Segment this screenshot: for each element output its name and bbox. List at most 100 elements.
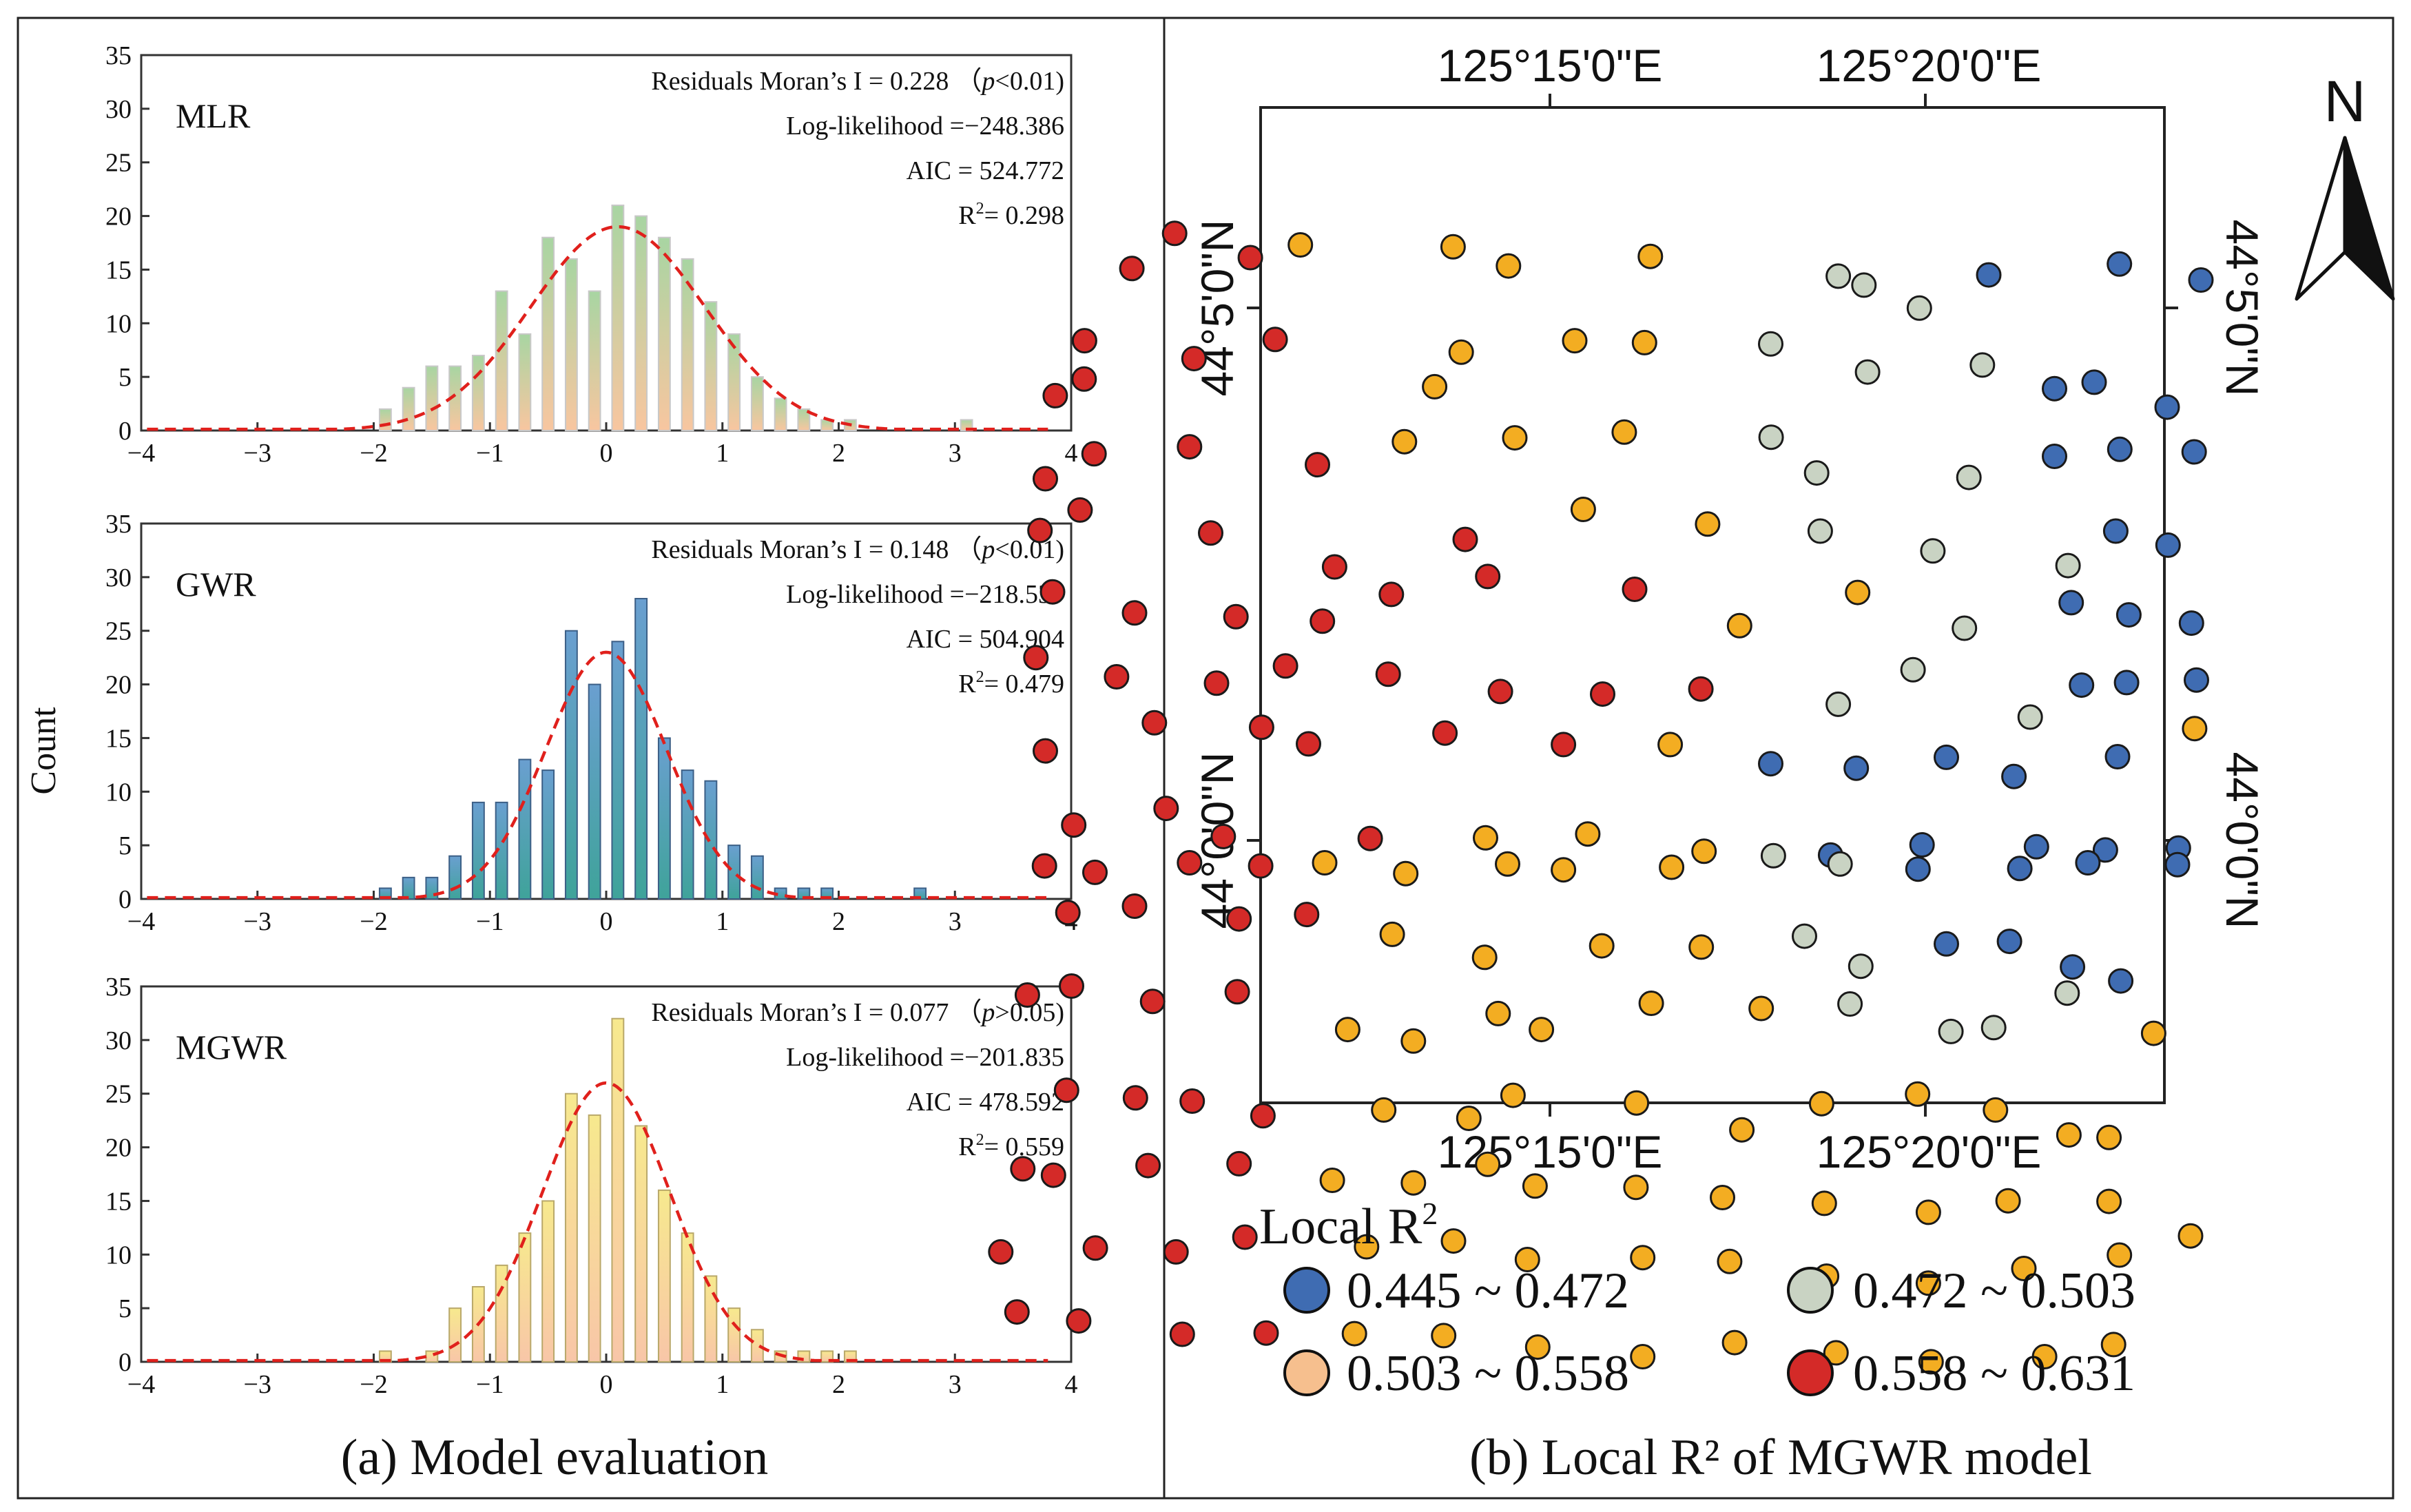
- legend-label-orange: 0.503 ~ 0.558: [1347, 1345, 1629, 1402]
- map-point: [2181, 439, 2207, 465]
- map-points: [988, 220, 2214, 1375]
- mgwr-r2-symbol: R: [958, 1132, 976, 1161]
- map-point: [1287, 232, 1314, 258]
- mlr-bar: [495, 290, 508, 432]
- map-point: [2107, 1242, 2133, 1268]
- map-point: [1203, 670, 1230, 696]
- map-point: [1688, 676, 1714, 702]
- mgwr-bar: [611, 1017, 625, 1363]
- map-point: [1575, 821, 1601, 847]
- map-point: [1485, 1000, 1511, 1026]
- mlr-bar: [425, 365, 439, 431]
- mlr-bar: [657, 236, 671, 431]
- legend-swatch-red: [1787, 1349, 1834, 1396]
- mlr-bar: [518, 333, 532, 431]
- map-point: [1624, 1090, 1650, 1116]
- map-point: [2182, 716, 2208, 742]
- gwr-x-tick-label: −3: [244, 907, 271, 936]
- map-point: [2058, 590, 2084, 616]
- north-arrow-right-half: [2343, 136, 2395, 301]
- mlr-bar: [402, 386, 415, 432]
- map-point: [1452, 526, 1478, 552]
- map-point: [1226, 1150, 1252, 1177]
- map-point: [1223, 603, 1249, 630]
- map-point: [1139, 988, 1166, 1015]
- map-point: [988, 1239, 1014, 1265]
- map-point: [2102, 518, 2129, 544]
- map-point: [1393, 860, 1419, 887]
- map-point: [1226, 906, 1252, 932]
- map-point: [1179, 1088, 1206, 1114]
- map-legend: Local R2 0.445 ~ 0.472 0.472 ~ 0.503 0.5…: [1259, 1196, 2135, 1402]
- map-point: [1033, 738, 1058, 764]
- gwr-r2-value: = 0.479: [984, 670, 1064, 698]
- map-point: [1570, 497, 1596, 522]
- gwr-y-tick-label: 25: [105, 617, 132, 646]
- map-point: [1027, 517, 1053, 543]
- gwr-moran-paren: （: [955, 535, 982, 564]
- gwr-y-tick-label: 5: [118, 831, 132, 860]
- gwr-x-tick-label: 1: [716, 907, 729, 936]
- mlr-bar: [774, 397, 787, 431]
- mgwr-bar: [657, 1189, 671, 1363]
- mlr-y-tick-label: 10: [105, 309, 132, 338]
- gwr-bar: [750, 855, 764, 900]
- map-point: [1952, 615, 1978, 641]
- map-point: [1400, 1028, 1427, 1054]
- mlr-x-tick-label: 2: [832, 439, 845, 468]
- map-point: [1659, 854, 1685, 880]
- map-point: [2096, 1188, 2122, 1214]
- map-point: [1760, 842, 1786, 869]
- mlr-bar: [541, 236, 555, 431]
- mlr-bar: [797, 408, 811, 431]
- map-point: [1378, 581, 1405, 608]
- map-point: [1502, 425, 1528, 451]
- mlr-r2-superscript: 2: [976, 200, 984, 218]
- map-point: [1456, 1106, 1482, 1131]
- map-point: [1250, 1103, 1276, 1129]
- y-axis-label: Count: [24, 707, 63, 795]
- map-point: [2054, 980, 2080, 1006]
- gwr-x-tick-label: 2: [832, 907, 845, 936]
- map-point: [1710, 1185, 1735, 1210]
- map-point: [1161, 220, 1188, 247]
- gwr-bar: [564, 630, 578, 900]
- map-point: [1976, 262, 2002, 288]
- map-point: [1341, 1321, 1367, 1347]
- map-point: [1729, 1117, 1755, 1143]
- map-point: [1748, 995, 1774, 1022]
- mgwr-bar: [448, 1307, 462, 1363]
- map-point: [1688, 934, 1715, 960]
- map-point: [2075, 850, 2101, 876]
- map-point: [1803, 460, 1830, 486]
- mlr-x-tick-label: −4: [127, 439, 155, 468]
- mgwr-x-tick-label: −1: [476, 1370, 504, 1399]
- map-point: [1354, 1234, 1380, 1260]
- gwr-moran-p: p: [980, 535, 995, 564]
- map-point: [1379, 921, 1405, 947]
- gwr-fit-curve: [147, 650, 1048, 900]
- map-point: [1623, 1174, 1649, 1201]
- gwr-r2-superscript: 2: [976, 668, 984, 686]
- gwr-bar: [727, 845, 741, 900]
- mgwr-x-tick-label: 1: [716, 1370, 729, 1399]
- map-point: [1631, 329, 1657, 355]
- map-point: [1808, 1090, 1834, 1117]
- mlr-moran-text: Residuals Moran’s I = 0.228: [651, 67, 949, 96]
- gwr-loglik-stat: Log-likelihood =−218.539: [786, 580, 1064, 609]
- map-point: [1122, 1085, 1148, 1111]
- legend-swatch-gray: [1787, 1267, 1834, 1314]
- map-point: [1758, 331, 1783, 357]
- map-point: [1956, 464, 1982, 490]
- map-point: [1039, 579, 1066, 605]
- map-point: [1717, 1248, 1743, 1274]
- map-point: [1042, 382, 1068, 408]
- mgwr-model-label: MGWR: [176, 1028, 287, 1066]
- map-point: [1590, 681, 1615, 707]
- legend-label-gray: 0.472 ~ 0.503: [1853, 1263, 2135, 1319]
- legend-swatch-blue: [1283, 1267, 1330, 1314]
- map-point: [1920, 538, 1946, 564]
- map-right-lat-label-2: 44°0'0"N: [2217, 752, 2268, 929]
- mlr-bar: [611, 205, 625, 431]
